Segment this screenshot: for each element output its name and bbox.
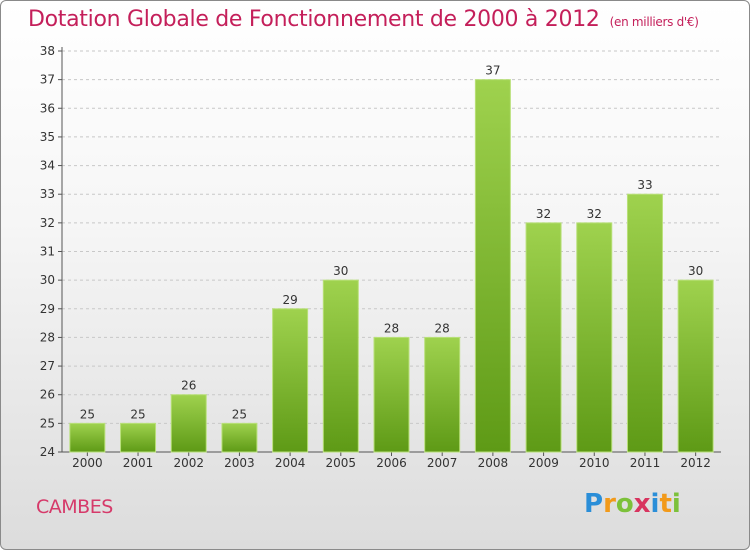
x-tick-label: 2000 <box>72 456 103 470</box>
y-tick-label: 35 <box>40 130 55 144</box>
y-tick-label: 28 <box>40 330 55 344</box>
bar <box>322 279 359 453</box>
x-tick-label: 2002 <box>173 456 204 470</box>
bar <box>677 279 714 453</box>
logo-letter: o <box>615 489 634 519</box>
bar <box>424 336 461 453</box>
logo-letter: t <box>659 489 672 519</box>
bar <box>120 422 157 453</box>
bar <box>525 222 562 453</box>
data-label: 28 <box>435 321 450 335</box>
data-label: 33 <box>637 178 652 192</box>
y-tick-label: 24 <box>40 445 55 459</box>
x-tick-label: 2009 <box>528 456 559 470</box>
data-label: 29 <box>282 293 297 307</box>
y-tick-label: 30 <box>40 273 55 287</box>
x-tick-label: 2004 <box>275 456 306 470</box>
data-label: 30 <box>688 264 703 278</box>
data-label: 25 <box>130 407 145 421</box>
bar <box>373 336 410 453</box>
y-tick-label: 27 <box>40 359 55 373</box>
bar <box>69 422 106 453</box>
bars <box>69 79 714 453</box>
y-tick-label: 29 <box>40 302 55 316</box>
logo-letter: i <box>671 489 681 519</box>
bar <box>170 394 207 453</box>
logo-letter: r <box>603 489 616 519</box>
x-tick-label: 2012 <box>680 456 711 470</box>
y-tick-label: 34 <box>40 159 55 173</box>
logo-letter: i <box>650 489 660 519</box>
proxiti-logo: Proxiti <box>584 489 681 519</box>
bar <box>474 79 511 453</box>
y-tick-label: 31 <box>40 245 55 259</box>
y-tick-label: 38 <box>40 44 55 58</box>
data-label: 26 <box>181 379 196 393</box>
data-label: 25 <box>232 407 247 421</box>
commune-name: CAMBES <box>36 496 113 518</box>
data-label: 32 <box>536 207 551 221</box>
y-tick-label: 32 <box>40 216 55 230</box>
x-tick-label: 2005 <box>326 456 357 470</box>
x-tick-label: 2010 <box>579 456 610 470</box>
x-tick-label: 2011 <box>630 456 661 470</box>
data-label: 37 <box>485 64 500 78</box>
data-label: 32 <box>587 207 602 221</box>
labels: 24 25 26 27 28 29 30 31 32 33 34 35 36 37 38 25 2000 25 20… <box>40 44 711 470</box>
x-tick-label: 2007 <box>427 456 458 470</box>
x-tick-label: 2008 <box>478 456 509 470</box>
data-label: 30 <box>333 264 348 278</box>
bar <box>626 193 663 453</box>
bar <box>576 222 613 453</box>
bar <box>272 308 309 453</box>
y-tick-label: 33 <box>40 187 55 201</box>
x-tick-label: 2006 <box>376 456 407 470</box>
y-tick-label: 36 <box>40 101 55 115</box>
y-tick-label: 37 <box>40 73 55 87</box>
x-tick-label: 2003 <box>224 456 255 470</box>
data-label: 28 <box>384 321 399 335</box>
chart-unit: (en milliers d'€) <box>609 15 699 29</box>
x-tick-label: 2001 <box>123 456 154 470</box>
bar <box>221 422 258 453</box>
y-tick-label: 26 <box>40 388 55 402</box>
y-tick-label: 25 <box>40 416 55 430</box>
chart-title: Dotation Globale de Fonctionnement de 20… <box>28 7 699 32</box>
logo-letter: P <box>584 489 604 519</box>
data-label: 25 <box>80 407 95 421</box>
chart-title-text: Dotation Globale de Fonctionnement de 20… <box>28 7 600 32</box>
logo-letter: x <box>633 489 651 519</box>
